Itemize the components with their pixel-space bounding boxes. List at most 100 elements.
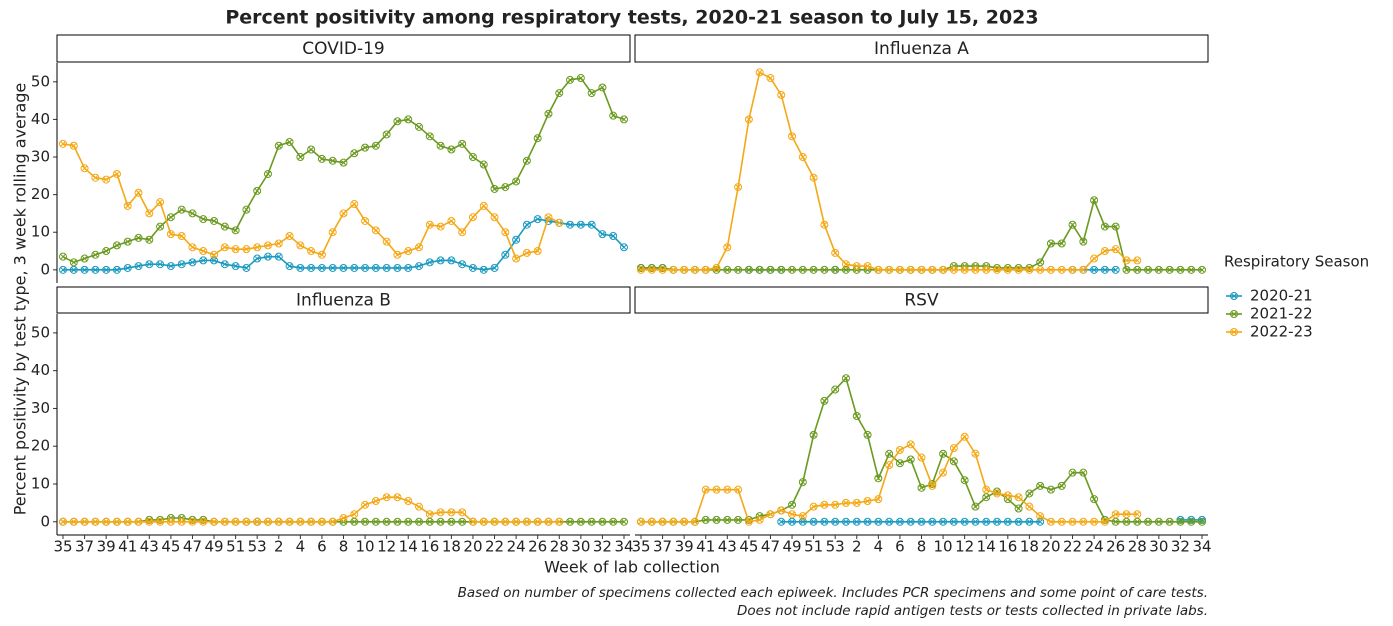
facet-title: Influenza A [874, 39, 969, 59]
facet-strip [56, 286, 631, 314]
data-point [939, 265, 948, 274]
data-point [744, 115, 753, 124]
data-point [404, 497, 413, 505]
data-point [766, 265, 775, 274]
data-point [831, 385, 840, 394]
data-point [447, 216, 456, 225]
data-point [598, 517, 607, 526]
data-point [1090, 265, 1099, 274]
data-point [874, 495, 883, 504]
data-point [555, 517, 564, 526]
data-point [982, 265, 991, 274]
data-point [199, 517, 208, 526]
data-point [831, 265, 840, 274]
y-tick-label: 20 [31, 437, 50, 455]
data-point [188, 517, 197, 526]
data-point [960, 517, 969, 526]
data-point [939, 517, 948, 526]
x-tick-label: 32 [593, 538, 612, 556]
data-point [156, 198, 165, 207]
data-point [766, 510, 775, 519]
data-point [566, 517, 575, 526]
data-point [350, 200, 359, 209]
data-point [1046, 265, 1055, 274]
data-point [852, 262, 861, 271]
data-point [755, 68, 764, 77]
data-point [863, 430, 872, 439]
x-tick-label: 2 [852, 538, 862, 556]
data-point [609, 232, 618, 240]
data-point [533, 134, 542, 143]
data-point [328, 228, 337, 237]
data-point [690, 517, 699, 526]
data-point [723, 243, 732, 252]
data-point [501, 250, 510, 259]
data-point [680, 265, 689, 274]
data-point [1025, 502, 1034, 511]
x-tick-label: 43 [718, 538, 737, 556]
data-point [1133, 256, 1142, 265]
x-tick-label: 49 [782, 538, 801, 556]
data-point [80, 254, 89, 263]
data-point [863, 497, 872, 505]
data-point [263, 252, 272, 261]
x-tick-label: 26 [528, 538, 547, 556]
x-tick-label: 47 [183, 538, 202, 556]
data-point [458, 228, 467, 237]
data-point [863, 262, 872, 271]
y-axis-label: Percent positivity by test type, 3 week … [11, 83, 30, 516]
data-point [852, 517, 861, 526]
data-point [777, 265, 786, 274]
data-point [885, 449, 894, 458]
data-point [777, 517, 786, 526]
data-point [220, 222, 229, 231]
data-point [852, 498, 861, 507]
x-tick-label: 49 [204, 538, 223, 556]
data-point [177, 232, 186, 240]
data-point [637, 517, 646, 526]
data-point [274, 252, 283, 261]
data-point [123, 517, 132, 526]
data-point [69, 141, 78, 150]
data-point [1079, 468, 1088, 477]
data-point [555, 218, 564, 227]
data-point [587, 89, 596, 98]
data-point [371, 497, 380, 505]
data-point [210, 250, 219, 259]
data-point [755, 265, 764, 274]
data-point [307, 145, 316, 154]
data-point [587, 517, 596, 526]
data-point [512, 235, 521, 244]
x-tick-label: 22 [1063, 538, 1082, 556]
x-tick-label: 51 [226, 538, 245, 556]
data-point [841, 517, 850, 526]
x-tick-label: 34 [614, 538, 633, 556]
data-point [831, 500, 840, 509]
data-point [371, 226, 380, 235]
x-tick-label: 14 [399, 538, 418, 556]
data-point [328, 517, 337, 526]
data-point [917, 517, 926, 526]
data-point [210, 216, 219, 225]
data-point [317, 250, 326, 259]
data-point [415, 262, 424, 271]
data-point [788, 132, 797, 141]
data-point [404, 247, 413, 256]
data-point [501, 228, 510, 237]
data-point [479, 201, 488, 210]
data-point [744, 265, 753, 274]
data-point [993, 517, 1002, 526]
x-tick-label: 14 [977, 538, 996, 556]
y-tick-label: 10 [31, 223, 50, 241]
data-point [112, 241, 121, 250]
data-point [274, 239, 283, 248]
data-point [1057, 265, 1066, 274]
data-point [307, 263, 316, 272]
data-point [199, 215, 208, 224]
data-point [447, 145, 456, 154]
data-point [1198, 265, 1207, 274]
data-point [1165, 265, 1174, 274]
data-point [587, 220, 596, 229]
data-point [393, 263, 402, 272]
data-point [982, 517, 991, 526]
